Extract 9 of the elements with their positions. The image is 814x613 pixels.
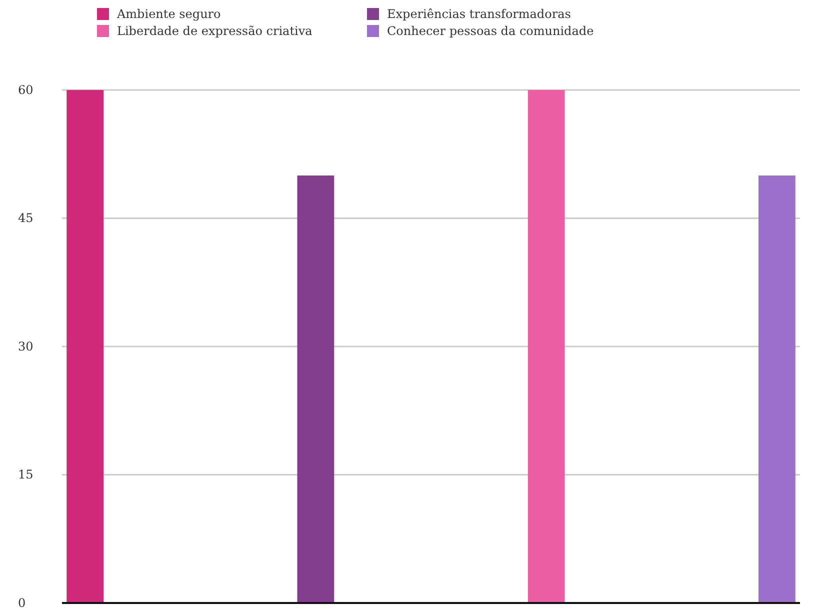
y-tick-label: 0 (18, 596, 26, 610)
y-tick-label: 30 (18, 339, 34, 354)
legend-label: Experiências transformadoras (387, 7, 571, 21)
legend-label: Liberdade de expressão criativa (117, 24, 312, 38)
y-tick-label: 45 (18, 211, 34, 226)
y-tick-label: 60 (18, 82, 34, 97)
legend-label: Ambiente seguro (116, 7, 221, 21)
legend-label: Conhecer pessoas da comunidade (387, 24, 594, 38)
y-tick-label: 15 (18, 468, 34, 482)
